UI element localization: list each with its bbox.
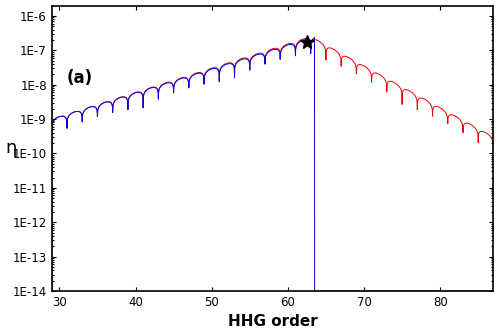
Text: (a): (a) bbox=[67, 69, 93, 87]
X-axis label: HHG order: HHG order bbox=[228, 315, 317, 329]
Y-axis label: η: η bbox=[5, 139, 17, 157]
